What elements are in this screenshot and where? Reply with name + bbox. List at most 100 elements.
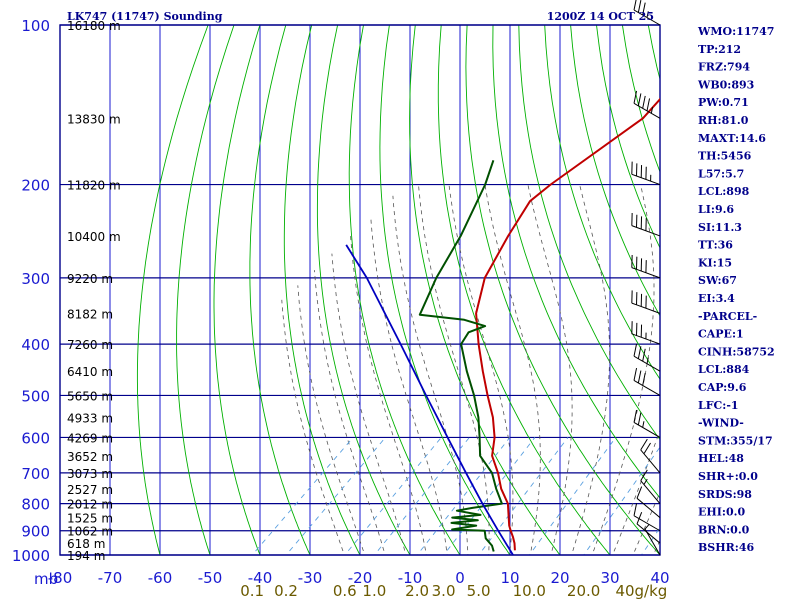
index-23: STM:355/17: [698, 434, 773, 447]
moist-adiabat-24: [571, 184, 610, 555]
index-14: SW:67: [698, 274, 737, 287]
wind-barb-flag: [643, 442, 651, 455]
index-27: EHI:0.0: [698, 506, 745, 519]
wind-barb-flag: [636, 511, 643, 525]
dry-adiabat-90: [596, 25, 660, 249]
index-0: WMO:11747: [697, 25, 774, 38]
height-label-400: 7260 m: [67, 338, 113, 352]
mixing-ratio-labels: 0.1 0.2 0.6 1.0 2.0 3.0 5.0 10.0 20.0 40g/kg: [240, 582, 667, 600]
index-28: BRN:0.0: [698, 523, 750, 536]
index-3: WB0:893: [697, 78, 754, 91]
mixing-ratio-line-6: [478, 437, 569, 555]
index-16: -PARCEL-: [698, 310, 757, 323]
dewpoint-line: [418, 159, 503, 552]
pressure-tick-900: 900: [21, 523, 50, 541]
valid-time: 1200Z 14 OCT 25: [547, 10, 654, 23]
dry-adiabat--60: [136, 25, 209, 555]
height-label-650: 3652 m: [67, 450, 113, 464]
wind-barb-half-flag: [650, 107, 654, 114]
wind-barb-flag: [642, 2, 646, 16]
temperature-tick--60: -60: [148, 569, 173, 587]
pressure-tick-500: 500: [21, 387, 50, 405]
mixing-ratio-line-8: [583, 446, 660, 555]
index-8: L57:5.7: [698, 167, 744, 180]
height-label-350: 8182 m: [67, 307, 113, 321]
wind-barb-15: [633, 0, 661, 26]
moist-adiabat--4: [350, 235, 427, 555]
wind-barb-staff: [633, 515, 661, 532]
temperature-tick--20: -20: [348, 569, 373, 587]
index-5: RH:81.0: [698, 114, 749, 127]
pressure-tick-200: 200: [21, 177, 50, 195]
index-25: SHR+:0.0: [698, 470, 758, 483]
wind-barb-flag: [642, 95, 646, 109]
wind-barb-4: [640, 469, 661, 504]
pressure-tick-400: 400: [21, 336, 50, 354]
index-13: KI:15: [698, 256, 732, 269]
moist-adiabat-16: [484, 184, 541, 555]
moist-adiabat-4: [392, 195, 469, 555]
index-24: HEL:48: [698, 452, 744, 465]
wind-barb-flag: [637, 93, 642, 106]
dry-adiabat-40: [465, 25, 660, 555]
wind-barb-2: [633, 503, 661, 532]
mixing-ratio-tick-9: 40g/kg: [615, 582, 667, 600]
moist-adiabat-0: [370, 216, 448, 555]
wind-barbs: [631, 0, 661, 556]
height-label-850: 1525 m: [67, 512, 113, 526]
wind-barb-5: [640, 438, 661, 474]
index-10: LI:9.6: [698, 203, 734, 216]
height-label-550: 4933 m: [67, 411, 113, 425]
height-label-100: 16180 m: [67, 19, 121, 33]
sounding-title: LK747 (11747) Sounding: [67, 10, 223, 23]
index-11: SI:11.3: [698, 221, 742, 234]
temperature-tick--40: -40: [248, 569, 273, 587]
wind-barb-flag: [633, 90, 638, 104]
height-label-450: 6410 m: [67, 365, 113, 379]
wind-barb-flag: [642, 372, 646, 386]
dry-adiabat-150: [752, 25, 800, 566]
wind-barb-half-flag: [642, 421, 645, 428]
pressure-tick-1000: 1000: [12, 547, 50, 565]
dry-adiabat--10: [316, 25, 411, 555]
temperature-tick--50: -50: [198, 569, 223, 587]
height-labels: 16180 m 13830 m 11820 m 10400 m 9220 m 8182 m…: [67, 19, 121, 563]
dry-adiabat-80: [570, 25, 660, 317]
wind-barb-1: [636, 511, 661, 544]
index-2: FRZ:794: [698, 61, 750, 74]
mixing-ratio-tick-6: 5.0: [467, 582, 491, 600]
index-22: -WIND-: [698, 417, 744, 430]
temperature-tick--80: -80: [48, 569, 73, 587]
height-label-700: 3073 m: [67, 467, 113, 481]
temperature-tick--70: -70: [98, 569, 123, 587]
temperature-tick-40: 40: [650, 569, 669, 587]
moist-adiabat-32: [612, 428, 660, 555]
index-18: CINH:58752: [698, 345, 775, 358]
wind-barb-8: [633, 343, 661, 372]
wind-barb-flag: [633, 367, 638, 381]
height-label-950: 618 m: [67, 537, 105, 551]
height-label-600: 4269 m: [67, 431, 113, 445]
dry-adiabat-30: [437, 25, 611, 555]
mixing-ratio-tick-4: 2.0: [405, 582, 429, 600]
pressure-tick-600: 600: [21, 429, 50, 447]
height-label-250: 10400 m: [67, 230, 121, 244]
pressure-tick-100: 100: [21, 17, 50, 35]
temperature-tick-30: 30: [600, 569, 619, 587]
dry-adiabat--40: [213, 25, 261, 555]
mixing-ratio-line-0: [251, 437, 354, 555]
wind-barb-flag: [637, 370, 642, 384]
wind-barb-10: [631, 290, 661, 314]
wind-barb-flag: [637, 0, 642, 13]
mixing-ratio-line-3: [373, 437, 470, 555]
mixing-ratio-line-4: [416, 437, 511, 555]
pressure-tick-800: 800: [21, 496, 50, 514]
wind-barb-staff: [640, 480, 661, 504]
temperature-tick-labels: -80 -70 -60 -50 -40 -30 -20 -10 0 10 20 30 40: [48, 569, 670, 587]
temperature-tick-20: 20: [550, 569, 569, 587]
dry-adiabat--50: [176, 25, 235, 555]
moist-adiabat-28: [591, 184, 655, 555]
index-4: PW:0.71: [698, 96, 749, 109]
height-label-800: 2012 m: [67, 498, 113, 512]
wind-barb-3: [636, 486, 661, 518]
